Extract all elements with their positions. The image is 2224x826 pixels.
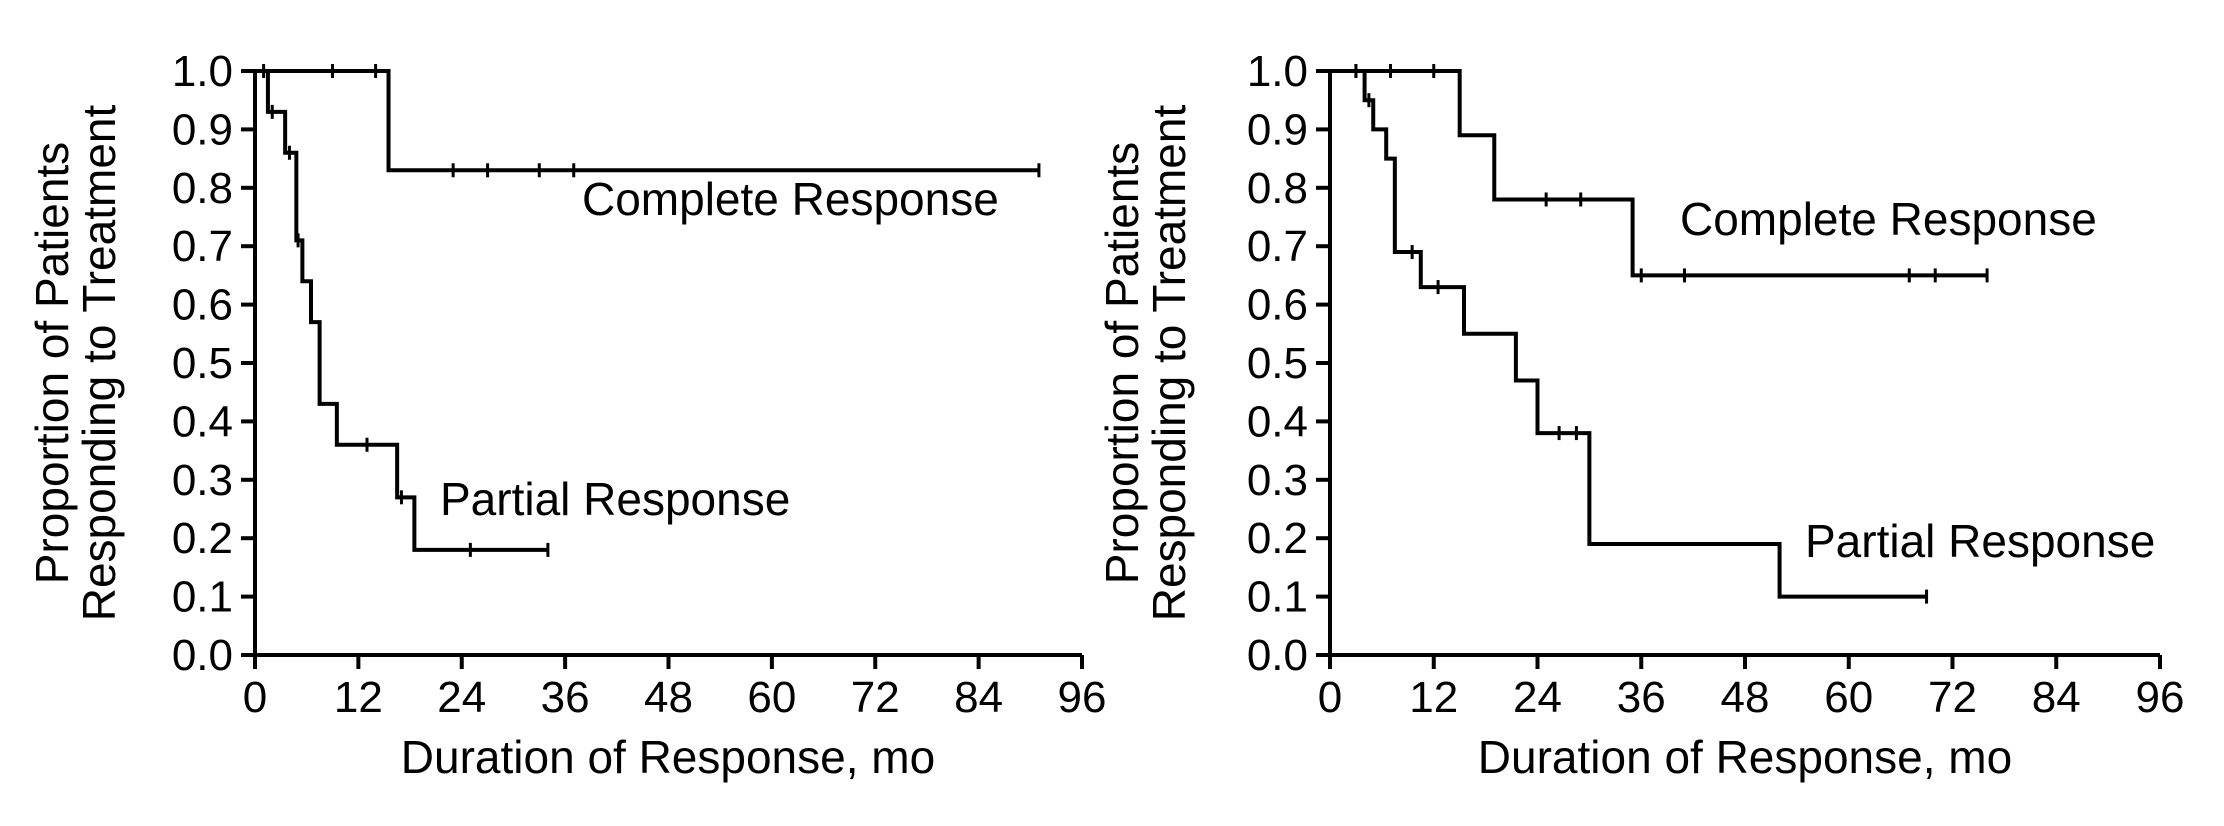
x-tick-label: 96 [2136,673,2185,722]
y-axis-title-line-1: Proportion of Patients [26,142,78,584]
x-tick-label: 60 [1824,673,1873,722]
y-tick-label: 0.7 [1247,222,1308,271]
chart-panel-1: 0.0 0.1 0.2 0.3 0.4 0.5 0.6 0.7 0.8 0.9 1.0 0 12 24 36… [26,47,1106,783]
y-tick-label: 0.9 [172,105,233,154]
x-tick-label: 24 [1513,673,1562,722]
complete-response-curve [255,69,1039,173]
x-tick-label: 72 [851,673,900,722]
y-tick-label: 0.0 [1247,631,1308,680]
y-tick-label: 1.0 [1247,47,1308,96]
x-tick-label: 12 [334,673,383,722]
x-tick-label: 84 [954,673,1003,722]
y-tick-label: 0.9 [1247,105,1308,154]
y-tick-label: 0.1 [172,573,233,622]
y-tick-label: 1.0 [172,47,233,96]
y-tick-label: 0.7 [172,222,233,271]
x-tick-label: 48 [1721,673,1770,722]
y-tick-label: 0.5 [172,339,233,388]
complete-response-label: Complete Response [1680,193,2097,245]
y-tick-label: 0.8 [172,164,233,213]
partial-response-curve [255,69,548,552]
y-tick-label: 0.6 [172,281,233,330]
y-tick-label: 0.2 [1247,514,1308,563]
x-tick-label: 84 [2032,673,2081,722]
chart-panel-2: 0.0 0.1 0.2 0.3 0.4 0.5 0.6 0.7 0.8 0.9 1.0 0 12 24 36… [1096,47,2184,783]
y-tick-label: 0.4 [1247,397,1308,446]
x-tick-label: 36 [541,673,590,722]
partial-response-label: Partial Response [1805,515,2155,567]
x-tick-label: 12 [1409,673,1458,722]
x-tick-label: 60 [747,673,796,722]
x-tick-label: 0 [243,673,267,722]
x-tick-label: 36 [1617,673,1666,722]
partial-response-curve [1330,69,1927,599]
x-axis-title: Duration of Response, mo [401,731,935,783]
y-tick-label: 0.8 [1247,164,1308,213]
y-tick-label: 0.4 [172,397,233,446]
y-tick-label: 0.5 [1247,339,1308,388]
complete-response-label: Complete Response [582,173,999,225]
x-tick-label: 96 [1058,673,1107,722]
y-tick-label: 0.2 [172,514,233,563]
complete-response-curve [1330,69,1988,278]
y-tick-label: 0.6 [1247,281,1308,330]
y-tick-label: 0.3 [1247,456,1308,505]
x-tick-label: 48 [644,673,693,722]
x-tick-label: 24 [437,673,486,722]
y-tick-label: 0.3 [172,456,233,505]
y-axis-title-line-1: Proportion of Patients [1096,142,1148,584]
y-axis-title-line-2: Responding to Treatment [1143,105,1195,622]
x-axis-title: Duration of Response, mo [1478,731,2012,783]
partial-response-label: Partial Response [440,473,790,525]
x-tick-label: 72 [1928,673,1977,722]
y-axis-title-line-2: Responding to Treatment [73,105,125,622]
y-tick-label: 0.1 [1247,573,1308,622]
y-tick-label: 0.0 [172,631,233,680]
x-tick-label: 0 [1318,673,1342,722]
